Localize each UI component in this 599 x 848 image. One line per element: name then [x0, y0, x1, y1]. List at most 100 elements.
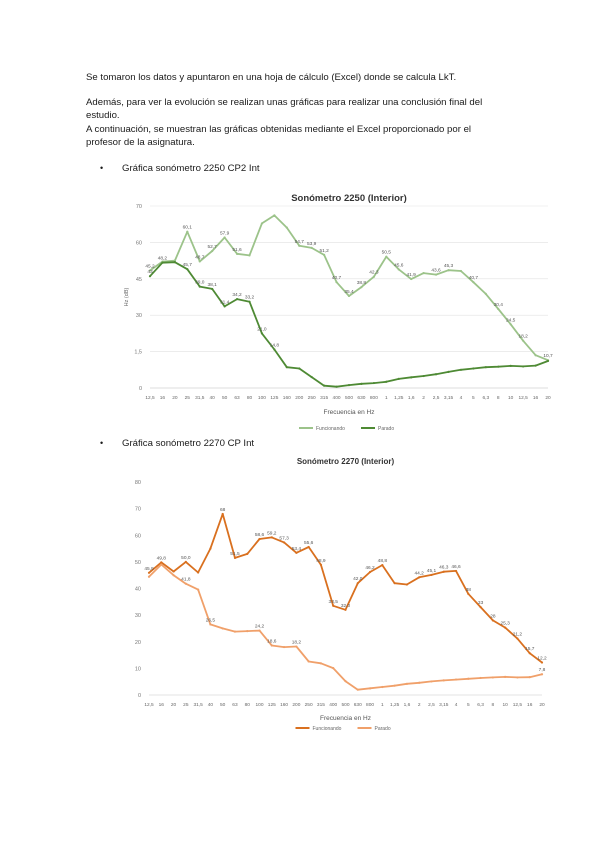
data-point [410, 376, 412, 378]
data-point [172, 570, 174, 572]
data-label: 40,7 [332, 275, 342, 281]
data-label: 14,8 [270, 343, 280, 349]
x-tick-label: 6,3 [477, 702, 484, 708]
data-point [529, 652, 531, 654]
x-tick-label: 2,5 [428, 702, 435, 708]
data-point [472, 281, 474, 283]
data-point [224, 305, 226, 307]
data-point [344, 680, 346, 682]
data-point [357, 582, 359, 584]
data-point [418, 682, 420, 684]
data-label: 49,8 [157, 555, 167, 561]
data-point [504, 627, 506, 629]
data-label: 33,5 [329, 599, 339, 605]
data-point [286, 226, 288, 228]
x-axis-title: Frecuencia en Hz [320, 715, 371, 722]
data-label: 15,7 [525, 646, 535, 652]
data-label: 18,6 [267, 638, 277, 644]
data-label: 41,8 [181, 577, 191, 583]
data-label: 7,8 [539, 667, 546, 673]
data-point [172, 574, 174, 576]
data-point [211, 288, 213, 290]
data-point [430, 574, 432, 576]
y-tick-label: 80 [135, 480, 141, 486]
x-tick-label: 2,5 [433, 395, 440, 401]
data-point [246, 630, 248, 632]
data-label: 45,6 [394, 262, 404, 268]
chart-sonometro-2250: Sonómetro 2250 (Interior)01,53045607012,… [120, 183, 560, 435]
x-tick-label: 630 [354, 702, 362, 708]
paragraph-continuation-line-2: profesor de la asignatura. [86, 136, 516, 149]
data-point [348, 384, 350, 386]
data-label: 48,2 [158, 256, 168, 262]
y-axis-title: Hz (dB) [128, 579, 129, 598]
data-point [261, 332, 263, 334]
data-point [485, 366, 487, 368]
data-point [516, 637, 518, 639]
data-point [447, 269, 449, 271]
x-tick-label: 125 [268, 702, 276, 708]
x-tick-label: 160 [280, 702, 288, 708]
paragraph-evolution-line-2: estudio. [86, 109, 516, 122]
data-label: 48,8 [378, 558, 388, 564]
data-point [398, 268, 400, 270]
data-point [332, 667, 334, 669]
data-label: 43,6 [431, 268, 441, 274]
x-tick-label: 63 [232, 702, 238, 708]
data-label: 24,2 [255, 624, 265, 630]
paragraph-excel: Se tomaron los datos y apuntaron en una … [86, 71, 516, 84]
data-point [510, 323, 512, 325]
data-label: 48,9 [316, 558, 326, 564]
x-tick-label: 1 [381, 702, 384, 708]
data-label: 45,1 [427, 568, 437, 574]
data-point [185, 583, 187, 585]
data-point [435, 373, 437, 375]
data-point [332, 605, 334, 607]
x-tick-label: 10 [508, 395, 514, 401]
data-point [467, 593, 469, 595]
data-point [373, 382, 375, 384]
data-label: 51,2 [319, 248, 329, 254]
data-point [522, 340, 524, 342]
x-tick-label: 400 [329, 702, 337, 708]
data-point [234, 557, 236, 559]
data-point [360, 383, 362, 385]
data-point [160, 561, 162, 563]
data-point [273, 348, 275, 350]
data-point [323, 254, 325, 256]
data-label: 35,4 [344, 289, 354, 295]
data-label: 34,2 [232, 292, 242, 298]
series-line-parado [149, 565, 542, 690]
data-point [209, 547, 211, 549]
data-point [510, 365, 512, 367]
y-tick-label: 40 [135, 587, 141, 593]
x-tick-label: 3,15 [439, 702, 449, 708]
data-label: 50,0 [181, 555, 191, 561]
data-label: 46,2 [365, 565, 375, 571]
data-label: 53,9 [307, 241, 317, 247]
x-tick-label: 125 [270, 395, 278, 401]
data-point [148, 572, 150, 574]
paragraph-continuation-line-1: A continuación, se muestran las gráficas… [86, 123, 516, 136]
x-tick-label: 40 [208, 702, 214, 708]
x-tick-label: 160 [283, 395, 291, 401]
data-point [149, 275, 151, 277]
x-tick-label: 315 [320, 395, 328, 401]
data-label: 44,2 [415, 570, 425, 576]
data-point [430, 680, 432, 682]
data-point [209, 623, 211, 625]
x-tick-label: 1,6 [404, 702, 411, 708]
data-point [547, 360, 549, 362]
data-point [222, 513, 224, 515]
x-tick-label: 80 [247, 395, 253, 401]
data-point [197, 588, 199, 590]
data-label: 12,2 [537, 656, 547, 662]
data-label: 42,3 [369, 270, 379, 276]
x-tick-label: 1,25 [394, 395, 404, 401]
data-point [492, 619, 494, 621]
data-point [479, 606, 481, 608]
x-tick-label: 50 [220, 702, 226, 708]
data-point [418, 576, 420, 578]
x-tick-label: 12,5 [144, 702, 154, 708]
data-point [381, 564, 383, 566]
